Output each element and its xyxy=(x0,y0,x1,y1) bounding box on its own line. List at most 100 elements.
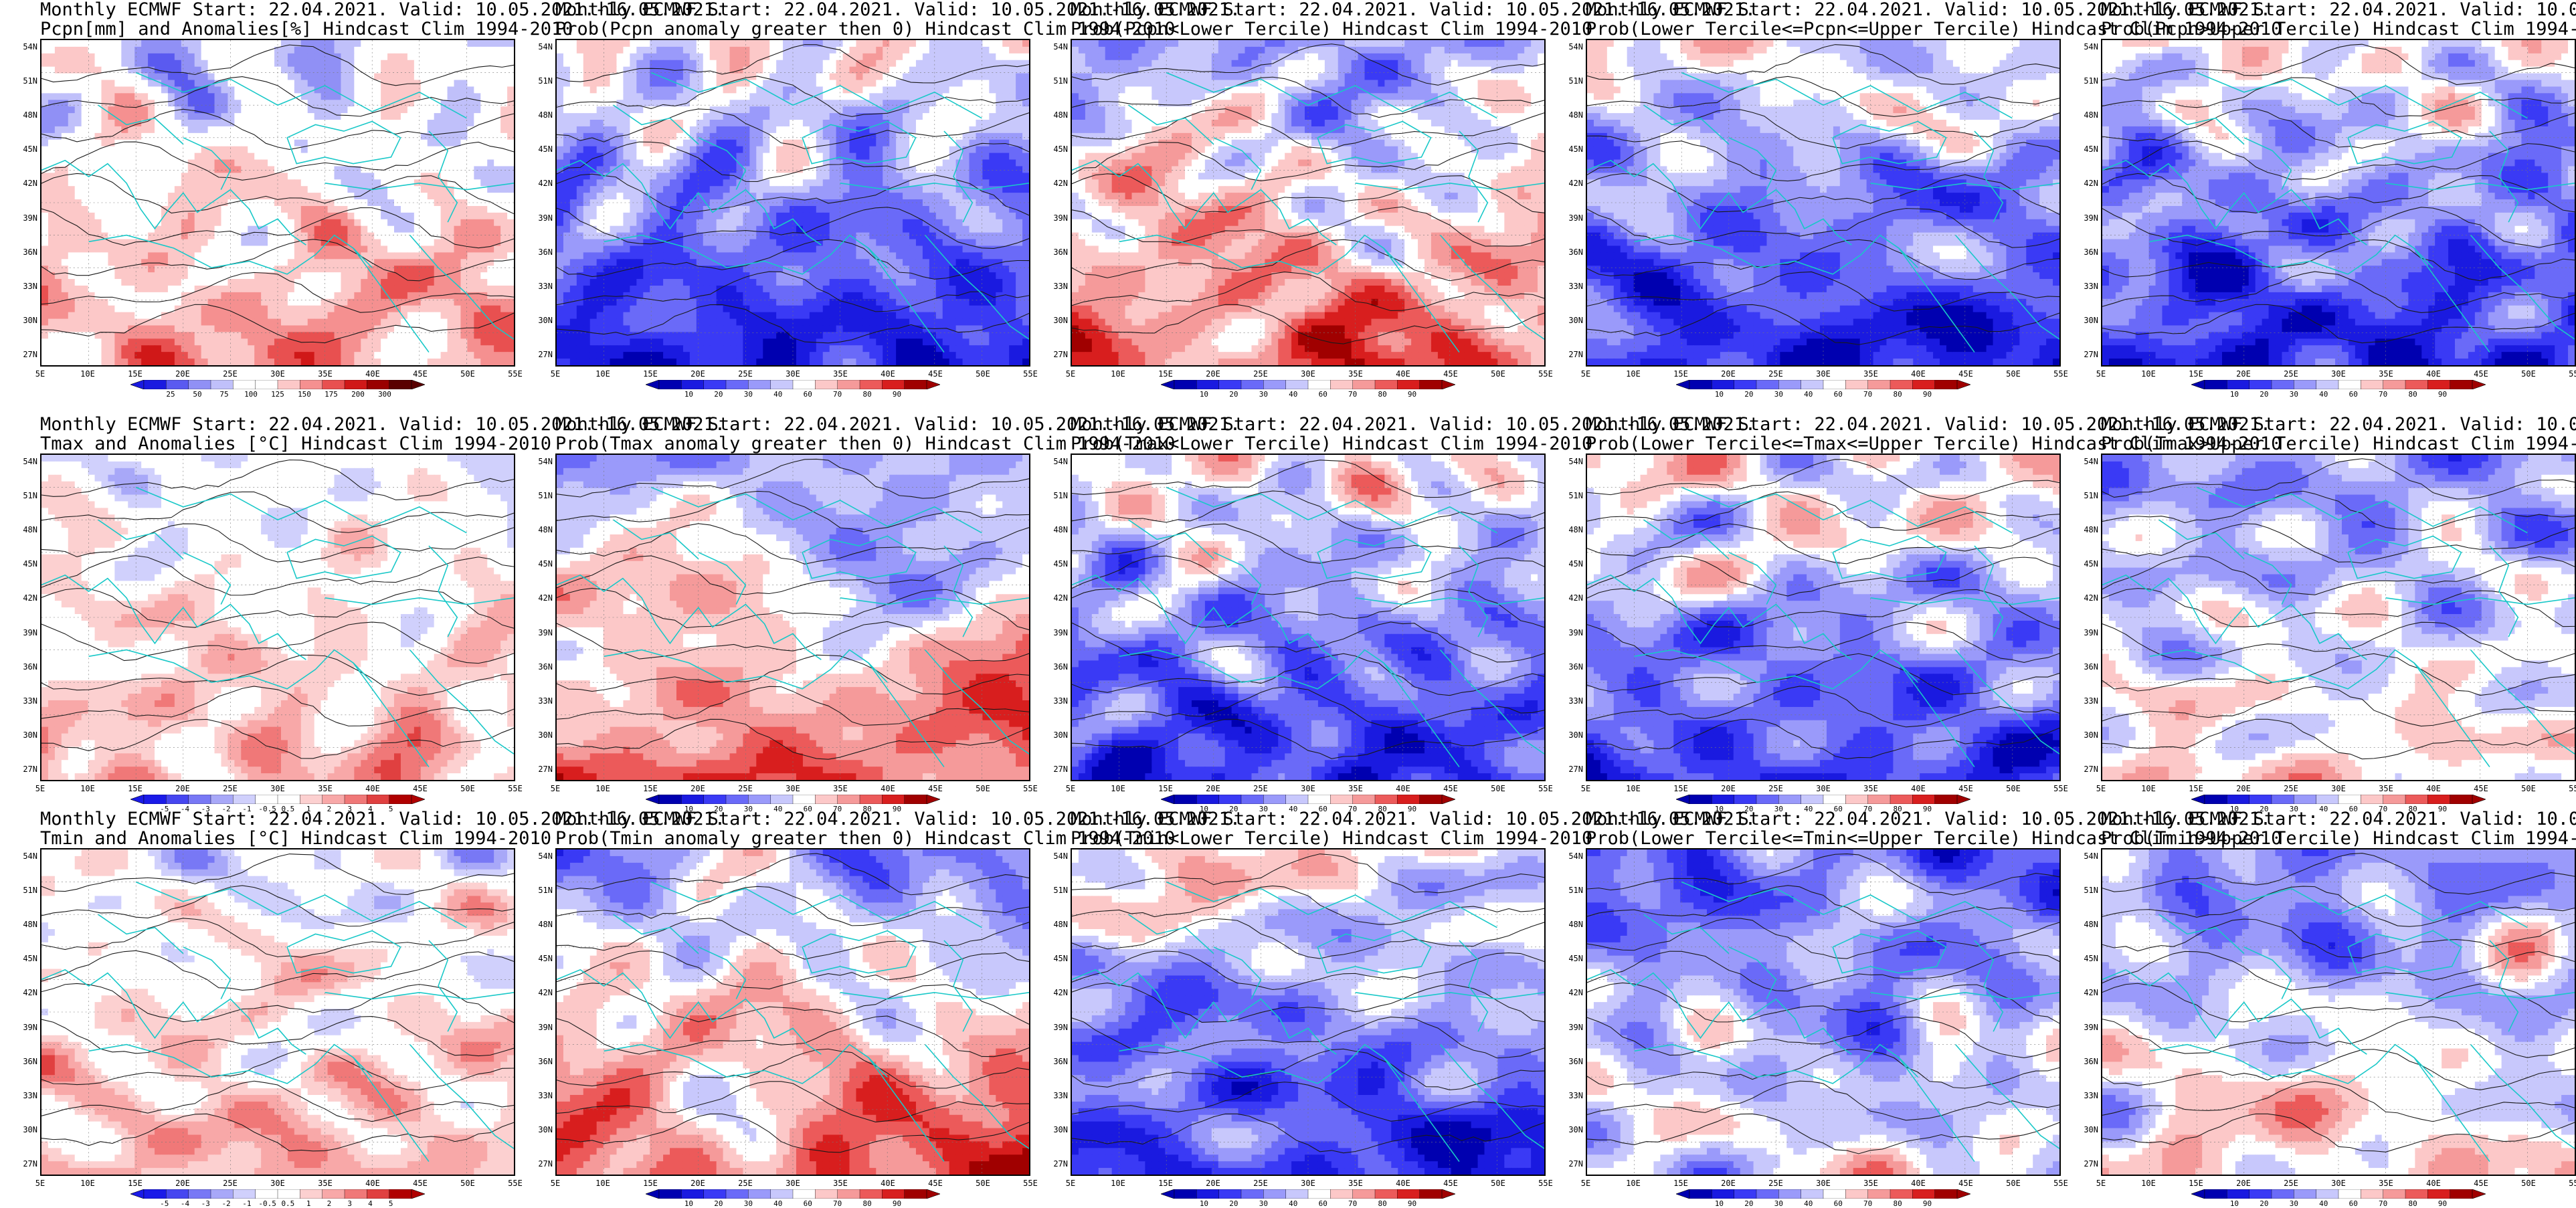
colorbar-swatch xyxy=(2361,1189,2383,1199)
colorbar-swatch xyxy=(815,380,838,389)
colorbar-swatch xyxy=(211,380,234,389)
colorbar-tick-label: 200 xyxy=(348,390,368,399)
colorbar-arrow-low xyxy=(646,380,659,389)
colorbar-tick-label: 60 xyxy=(1828,390,1848,399)
map-title-line2: Tmin and Anomalies [°C] Hindcast Clim 19… xyxy=(40,829,515,848)
colorbar-swatch xyxy=(166,1189,189,1199)
latitude-label: 27N xyxy=(1045,350,1068,359)
latitude-label: 30N xyxy=(530,316,553,325)
latitude-label: 27N xyxy=(530,350,553,359)
map-panel: Monthly ECMWF Start: 22.04.2021. Valid: … xyxy=(20,415,522,808)
longitude-label: 45E xyxy=(1437,1179,1464,1188)
longitude-label: 50E xyxy=(1485,1179,1511,1188)
longitude-label: 5E xyxy=(1057,1179,1084,1188)
latitude-label: 39N xyxy=(2076,213,2098,223)
colorbar-swatch xyxy=(1397,380,1420,389)
latitude-label: 36N xyxy=(530,247,553,257)
colorbar-swatch xyxy=(1330,380,1353,389)
latitude-label: 27N xyxy=(530,1159,553,1169)
longitude-label: 10E xyxy=(1620,784,1647,793)
longitude-label: 55E xyxy=(1017,1179,1044,1188)
colorbar-swatch xyxy=(1330,795,1353,804)
latitude-label: 36N xyxy=(1045,1057,1068,1066)
colorbar-tick-label: 90 xyxy=(1402,390,1422,399)
longitude-label: 20E xyxy=(1200,369,1226,379)
longitude-label: 10E xyxy=(2135,1179,2162,1188)
longitude-label: 20E xyxy=(1715,1179,1742,1188)
longitude-label: 55E xyxy=(502,784,529,793)
longitude-label: 15E xyxy=(2183,1179,2209,1188)
colorbar-swatch xyxy=(1756,1189,1779,1199)
colorbar-swatch xyxy=(166,380,189,389)
colorbar-swatch xyxy=(1935,1189,1958,1199)
map-canvas xyxy=(1587,849,2059,1175)
latitude-label: 42N xyxy=(530,179,553,188)
latitude-label: 42N xyxy=(1560,179,1583,188)
colorbar-swatch xyxy=(2205,795,2227,804)
colorbar-swatch xyxy=(1375,1189,1398,1199)
latitude-label: 36N xyxy=(15,1057,37,1066)
longitude-label: 50E xyxy=(454,1179,481,1188)
map-title: Monthly ECMWF Start: 22.04.2021. Valid: … xyxy=(1071,0,1546,39)
latitude-label: 36N xyxy=(2076,247,2098,257)
colorbar-tick-label: 60 xyxy=(798,390,818,399)
map-frame xyxy=(2101,39,2576,367)
latitude-label: 33N xyxy=(1560,282,1583,291)
latitude-label: 33N xyxy=(530,282,553,291)
longitude-label: 15E xyxy=(122,369,149,379)
colorbar-tick-label: 10 xyxy=(1194,390,1214,399)
colorbar-swatch xyxy=(233,1189,256,1199)
colorbar-swatch xyxy=(2294,380,2316,389)
colorbar-tick-label: 40 xyxy=(1799,390,1819,399)
latitude-label: 27N xyxy=(2076,350,2098,359)
latitude-label: 33N xyxy=(15,282,37,291)
longitude-label: 45E xyxy=(922,369,949,379)
latitude-label: 30N xyxy=(15,316,37,325)
longitude-label: 30E xyxy=(779,369,806,379)
colorbar-swatch xyxy=(815,1189,838,1199)
longitude-label: 40E xyxy=(1390,369,1416,379)
latitude-label: 27N xyxy=(1560,1159,1583,1169)
colorbar-swatch xyxy=(1286,795,1309,804)
latitude-label: 54N xyxy=(15,851,37,861)
colorbar xyxy=(130,795,425,804)
map-title: Monthly ECMWF Start: 22.04.2021. Valid: … xyxy=(2101,415,2576,454)
colorbar-swatch xyxy=(1712,380,1734,389)
longitude-label: 50E xyxy=(2515,1179,2542,1188)
map-panel: Monthly ECMWF Start: 22.04.2021. Valid: … xyxy=(2081,809,2576,1203)
colorbar-swatch xyxy=(1890,795,1913,804)
longitude-label: 40E xyxy=(1905,1179,1932,1188)
colorbar-swatch xyxy=(1375,795,1398,804)
map-panel: Monthly ECMWF Start: 22.04.2021. Valid: … xyxy=(535,809,1037,1203)
latitude-label: 51N xyxy=(1560,886,1583,895)
longitude-label: 15E xyxy=(2183,784,2209,793)
longitude-label: 5E xyxy=(542,369,569,379)
map-title: Monthly ECMWF Start: 22.04.2021. Valid: … xyxy=(1071,809,1546,848)
longitude-label: 25E xyxy=(1247,369,1274,379)
longitude-label: 35E xyxy=(827,369,854,379)
colorbar-tick-label: 90 xyxy=(2433,390,2453,399)
colorbar-swatch xyxy=(2249,1189,2272,1199)
longitude-label: 55E xyxy=(1532,369,1559,379)
map-panel: Monthly ECMWF Start: 22.04.2021. Valid: … xyxy=(20,809,522,1203)
latitude-label: 48N xyxy=(1560,110,1583,120)
longitude-label: 25E xyxy=(1762,784,1789,793)
latitude-label: 30N xyxy=(530,730,553,740)
longitude-label: 5E xyxy=(27,369,54,379)
latitude-label: 54N xyxy=(2076,851,2098,861)
colorbar-swatch xyxy=(1689,795,1712,804)
map-title-line2: Prob(Tmin anomaly greater then 0) Hindca… xyxy=(555,829,1030,848)
colorbar-swatch xyxy=(882,1189,905,1199)
longitude-label: 10E xyxy=(1620,369,1647,379)
longitude-label: 5E xyxy=(2088,784,2114,793)
longitude-label: 50E xyxy=(970,784,996,793)
colorbar-swatch xyxy=(704,795,727,804)
latitude-label: 45N xyxy=(2076,954,2098,963)
longitude-label: 15E xyxy=(1152,784,1179,793)
longitude-label: 45E xyxy=(922,784,949,793)
longitude-label: 20E xyxy=(1715,784,1742,793)
map-panel: Monthly ECMWF Start: 22.04.2021. Valid: … xyxy=(1050,809,1552,1203)
colorbar-swatch xyxy=(838,795,860,804)
colorbar-swatch xyxy=(1353,380,1376,389)
colorbar-swatch xyxy=(2316,380,2339,389)
